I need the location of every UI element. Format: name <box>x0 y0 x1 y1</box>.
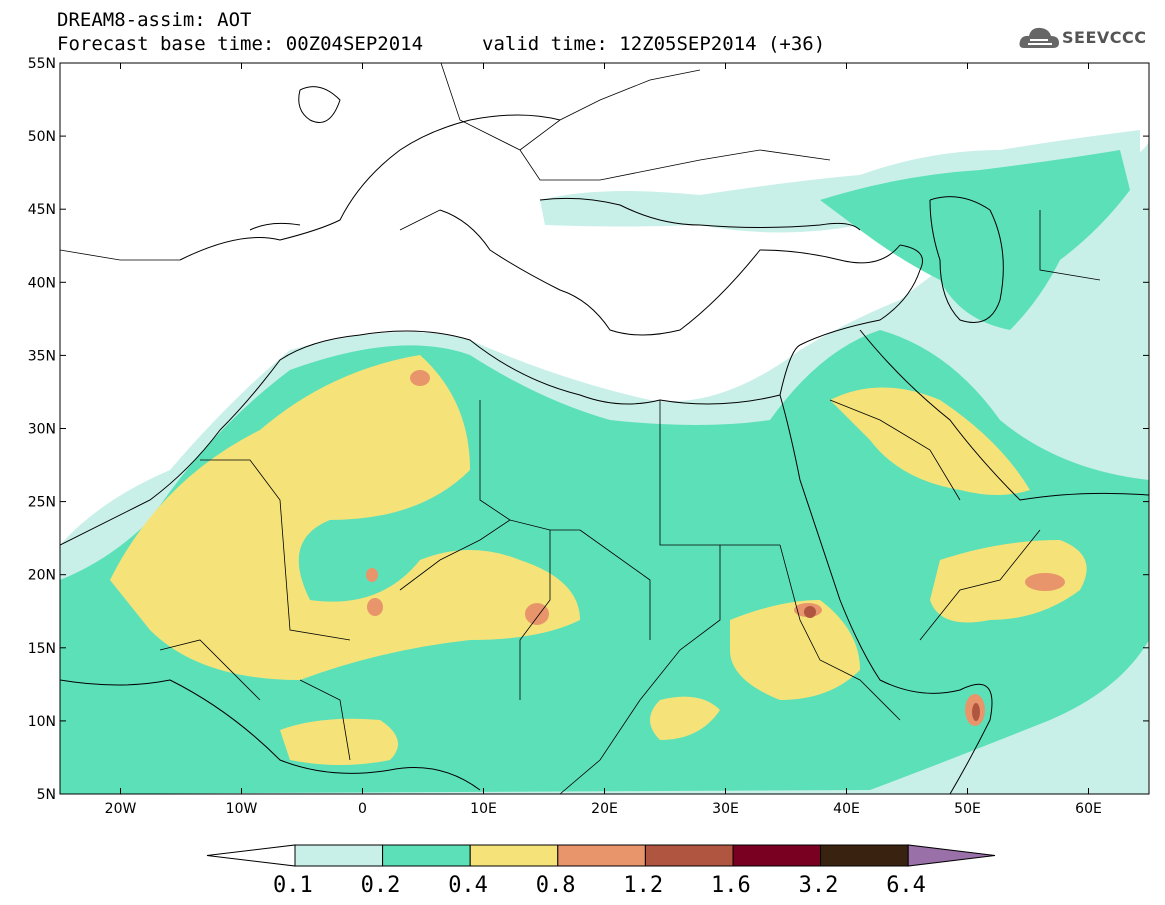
logo-text: SEEVCCC <box>1062 28 1147 47</box>
lat-tick-label: 10N <box>28 714 56 730</box>
lon-tick-label: 0 <box>358 801 367 817</box>
colorbar-over-triangle <box>907 844 996 867</box>
lon-tick-label: 60E <box>1075 801 1102 817</box>
lon-tick-label: 10E <box>470 801 497 817</box>
forecast-base-time: Forecast base time: 00Z04SEP2014 <box>57 33 424 55</box>
colorbar-label: 6.4 <box>886 873 926 898</box>
colorbar-label: 0.8 <box>535 873 576 898</box>
longitude-axis: 20W 10W 0 10E 20E 30E 40E 50E 60E <box>105 63 1102 817</box>
aot-band-0.4-arabia <box>830 387 1030 495</box>
colorbar-segment <box>294 844 384 867</box>
colorbar-segment <box>382 844 471 867</box>
aot-spot-0.8 <box>1025 573 1065 591</box>
aot-band-0.2-caspian <box>820 150 1130 330</box>
lat-tick-label: 30N <box>28 422 56 438</box>
aot-spot-0.8 <box>367 598 383 616</box>
colorbar <box>206 844 996 867</box>
lon-tick-label: 40E <box>833 801 860 817</box>
aot-band-0.4-central <box>650 696 720 740</box>
aot-field <box>60 130 1149 794</box>
lat-tick-label: 45N <box>28 202 56 218</box>
colorbar-segment <box>469 844 559 867</box>
colorbar-label: 0.2 <box>360 873 401 898</box>
aot-spot-1.2 <box>972 703 980 721</box>
aot-band-0.4 <box>110 355 580 680</box>
chart-title: DREAM8-assim: AOT <box>57 9 252 31</box>
lat-tick-label: 20N <box>28 568 56 584</box>
lat-tick-label: 5N <box>37 787 56 803</box>
aot-spot-0.8 <box>366 568 378 582</box>
lat-tick-label: 50N <box>28 129 56 145</box>
lon-tick-label: 50E <box>954 801 981 817</box>
lon-tick-label: 20W <box>105 801 137 817</box>
aot-spot-0.8 <box>525 603 549 625</box>
colorbar-label: 1.6 <box>711 873 751 898</box>
lon-tick-label: 30E <box>712 801 739 817</box>
colorbar-label: 0.4 <box>448 873 488 898</box>
latitude-axis: 55N 50N 45N 40N 35N 30N 25N 20N 15N 10N 5N <box>28 56 1149 803</box>
colorbar-label: 1.2 <box>623 873 664 898</box>
colorbar-under-triangle <box>206 844 296 867</box>
colorbar-label: 3.2 <box>798 873 839 898</box>
lon-tick-label: 20E <box>591 801 618 817</box>
colorbar-segment <box>557 844 646 867</box>
colorbar-segment <box>644 844 734 867</box>
valid-time: valid time: 12Z05SEP2014 (+36) <box>482 33 826 55</box>
aot-band-0.4-oman <box>930 540 1087 623</box>
country-borders <box>60 63 1101 794</box>
colorbar-label: 0.1 <box>273 873 313 898</box>
aot-band-0.4-westafrica <box>280 718 398 765</box>
lat-tick-label: 55N <box>28 56 56 72</box>
lat-tick-label: 25N <box>28 495 56 511</box>
lat-tick-label: 15N <box>28 641 56 657</box>
aot-spot-1.2 <box>804 606 816 618</box>
aot-spot-0.8 <box>410 370 430 386</box>
lon-tick-label: 10W <box>226 801 258 817</box>
cloud-logo-icon <box>1019 27 1059 48</box>
lat-tick-label: 35N <box>28 348 56 364</box>
lat-tick-label: 40N <box>28 275 56 291</box>
colorbar-segment <box>732 844 822 867</box>
coastlines <box>60 86 1149 794</box>
colorbar-segment <box>820 844 909 867</box>
aot-band-0.4-sudan <box>730 600 860 700</box>
